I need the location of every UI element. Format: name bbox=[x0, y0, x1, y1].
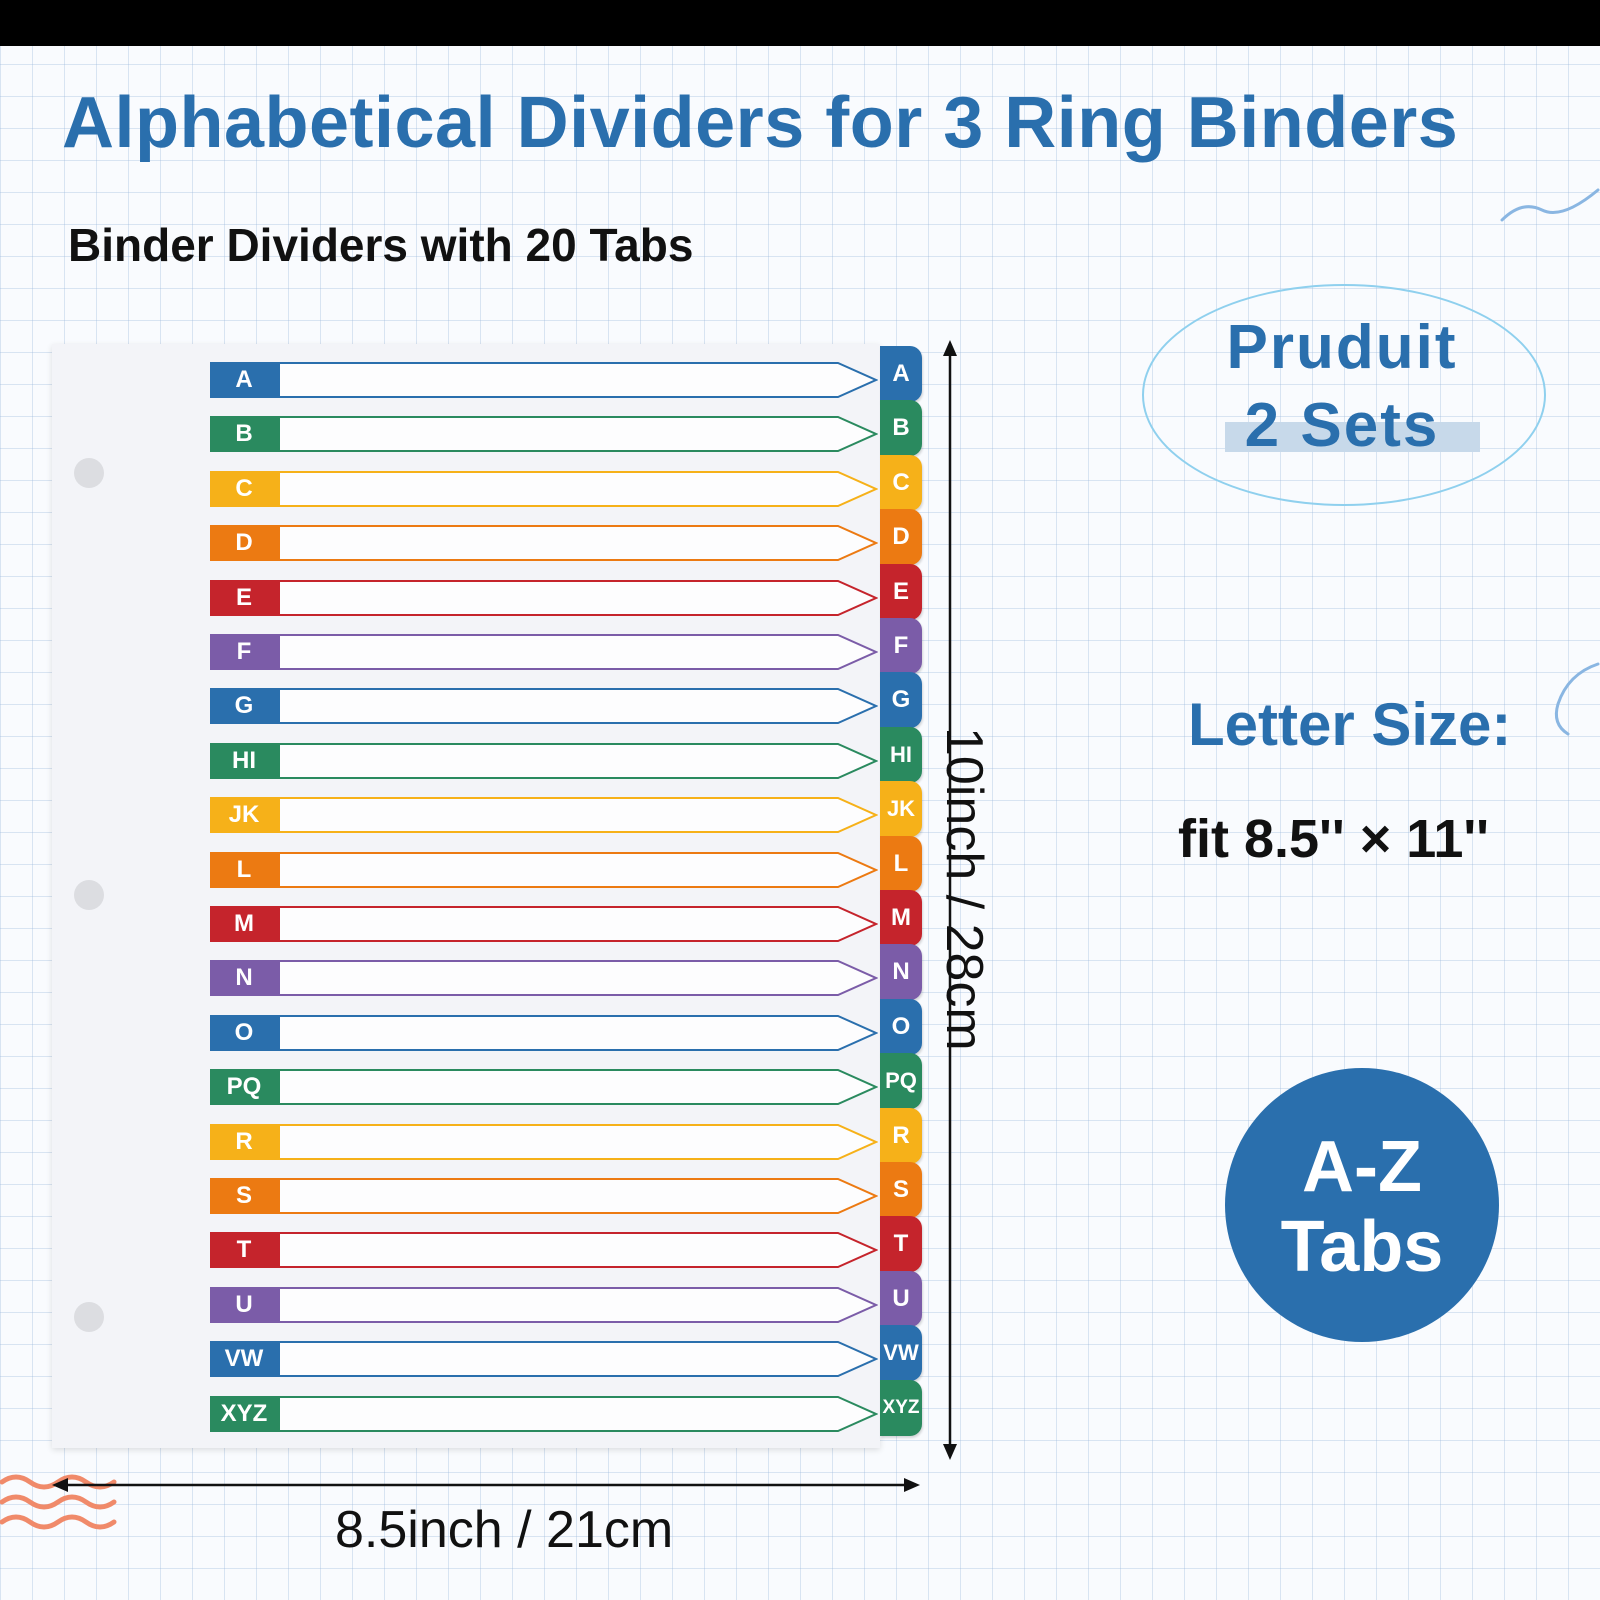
row-arrow-outline bbox=[278, 1178, 878, 1214]
side-tab: HI bbox=[880, 727, 922, 783]
side-tab: L bbox=[880, 836, 922, 892]
side-tab: S bbox=[880, 1162, 922, 1218]
curl-doodle-icon bbox=[1554, 662, 1600, 736]
row-arrow-outline bbox=[278, 634, 878, 670]
row-arrow-outline bbox=[278, 1341, 878, 1377]
page-title: Alphabetical Dividers for 3 Ring Binders bbox=[62, 83, 1459, 163]
row-arrow-outline bbox=[278, 1396, 878, 1432]
row-tab-label: A bbox=[210, 362, 278, 398]
sets-badge-count: 2 Sets bbox=[1244, 391, 1440, 460]
row-arrow-outline bbox=[278, 525, 878, 561]
row-tab-label: L bbox=[210, 852, 278, 888]
side-tab: R bbox=[880, 1108, 922, 1164]
divider-sheet bbox=[52, 344, 880, 1448]
row-tab-label: O bbox=[210, 1015, 278, 1051]
width-arrow bbox=[52, 1478, 920, 1492]
side-tab: U bbox=[880, 1271, 922, 1327]
row-arrow-outline bbox=[278, 1232, 878, 1268]
size-value: fit 8.5'' × 11'' bbox=[1178, 809, 1490, 869]
row-arrow-outline bbox=[278, 852, 878, 888]
row-arrow-outline bbox=[278, 688, 878, 724]
row-tab-label: G bbox=[210, 688, 278, 724]
side-tab: E bbox=[880, 564, 922, 620]
punch-hole-bottom bbox=[74, 1302, 104, 1332]
row-arrow-outline bbox=[278, 1124, 878, 1160]
height-label: 10inch / 28cm bbox=[935, 727, 993, 1051]
height-arrow bbox=[943, 340, 957, 1460]
az-tabs-circle bbox=[1225, 1068, 1499, 1342]
width-label: 8.5inch / 21cm bbox=[335, 1501, 674, 1559]
row-tab-label: XYZ bbox=[210, 1396, 278, 1432]
side-tab: PQ bbox=[880, 1053, 922, 1109]
sets-highlight bbox=[1225, 422, 1480, 452]
az-tabs-line2: Tabs bbox=[1280, 1207, 1444, 1287]
row-tab-label: JK bbox=[210, 797, 278, 833]
top-black-bar bbox=[0, 0, 1600, 46]
squiggle-doodle-icon bbox=[1500, 188, 1600, 222]
size-heading: Letter Size: bbox=[1188, 691, 1512, 758]
az-tabs-line1: A-Z bbox=[1302, 1127, 1422, 1207]
side-tab: JK bbox=[880, 781, 922, 837]
row-arrow-outline bbox=[278, 797, 878, 833]
side-tab: M bbox=[880, 890, 922, 946]
sets-badge-brand: Pruduit bbox=[1226, 313, 1458, 382]
row-tab-label: M bbox=[210, 906, 278, 942]
row-tab-label: F bbox=[210, 634, 278, 670]
row-arrow-outline bbox=[278, 1015, 878, 1051]
row-arrow-outline bbox=[278, 416, 878, 452]
side-tab: D bbox=[880, 509, 922, 565]
side-tab: B bbox=[880, 400, 922, 456]
sets-badge-oval bbox=[1142, 284, 1546, 506]
side-tab: F bbox=[880, 618, 922, 674]
side-tab: T bbox=[880, 1216, 922, 1272]
side-tab: XYZ bbox=[880, 1380, 922, 1436]
row-tab-label: S bbox=[210, 1178, 278, 1214]
row-tab-label: D bbox=[210, 525, 278, 561]
side-tab: VW bbox=[880, 1325, 922, 1381]
side-tab: G bbox=[880, 672, 922, 728]
side-tab: C bbox=[880, 455, 922, 511]
punch-hole-middle bbox=[74, 880, 104, 910]
row-tab-label: HI bbox=[210, 743, 278, 779]
row-tab-label: E bbox=[210, 580, 278, 616]
side-tab: A bbox=[880, 346, 922, 402]
row-tab-label: T bbox=[210, 1232, 278, 1268]
row-tab-label: B bbox=[210, 416, 278, 452]
row-arrow-outline bbox=[278, 471, 878, 507]
page-subtitle: Binder Dividers with 20 Tabs bbox=[68, 219, 694, 271]
side-tab: O bbox=[880, 999, 922, 1055]
row-tab-label: R bbox=[210, 1124, 278, 1160]
row-arrow-outline bbox=[278, 1287, 878, 1323]
row-tab-label: U bbox=[210, 1287, 278, 1323]
row-arrow-outline bbox=[278, 1069, 878, 1105]
row-tab-label: C bbox=[210, 471, 278, 507]
row-arrow-outline bbox=[278, 906, 878, 942]
row-tab-label: N bbox=[210, 960, 278, 996]
row-arrow-outline bbox=[278, 580, 878, 616]
row-arrow-outline bbox=[278, 960, 878, 996]
punch-hole-top bbox=[74, 458, 104, 488]
row-tab-label: VW bbox=[210, 1341, 278, 1377]
row-arrow-outline bbox=[278, 743, 878, 779]
row-tab-label: PQ bbox=[210, 1069, 278, 1105]
side-tab: N bbox=[880, 944, 922, 1000]
row-arrow-outline bbox=[278, 362, 878, 398]
